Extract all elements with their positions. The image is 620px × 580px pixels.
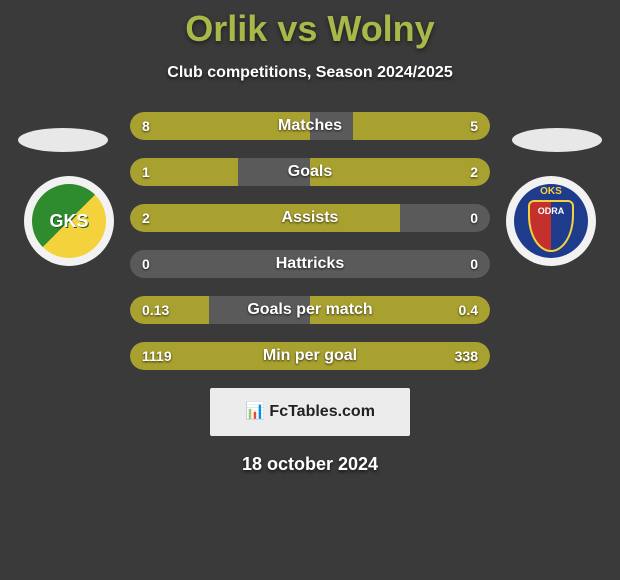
stats-container: 85Matches 12Goals 20Assists 00Hattricks 0.13…	[130, 112, 490, 370]
stat-label: Matches	[130, 112, 490, 140]
club-badge-right-shieldtext: ODRA	[530, 206, 572, 216]
stat-row: 0.130.4Goals per match	[130, 296, 490, 324]
player-ellipse-left	[18, 128, 108, 152]
stat-row: 20Assists	[130, 204, 490, 232]
date: 18 october 2024	[0, 454, 620, 475]
stat-row: 12Goals	[130, 158, 490, 186]
club-badge-right: OKS ODRA	[506, 176, 596, 266]
watermark: 📊 FcTables.com	[210, 388, 410, 436]
player-ellipse-right	[512, 128, 602, 152]
stat-label: Goals per match	[130, 296, 490, 324]
stat-row: 85Matches	[130, 112, 490, 140]
club-badge-left-text: GKS	[49, 211, 88, 232]
stat-label: Goals	[130, 158, 490, 186]
club-badge-left: GKS	[24, 176, 114, 266]
page-title: Orlik vs Wolny	[0, 0, 620, 50]
stat-row: 1119338Min per goal	[130, 342, 490, 370]
stat-row: 00Hattricks	[130, 250, 490, 278]
stat-label: Min per goal	[130, 342, 490, 370]
club-badge-right-arc: OKS	[540, 186, 562, 197]
subtitle: Club competitions, Season 2024/2025	[0, 64, 620, 82]
stat-label: Hattricks	[130, 250, 490, 278]
stat-label: Assists	[130, 204, 490, 232]
